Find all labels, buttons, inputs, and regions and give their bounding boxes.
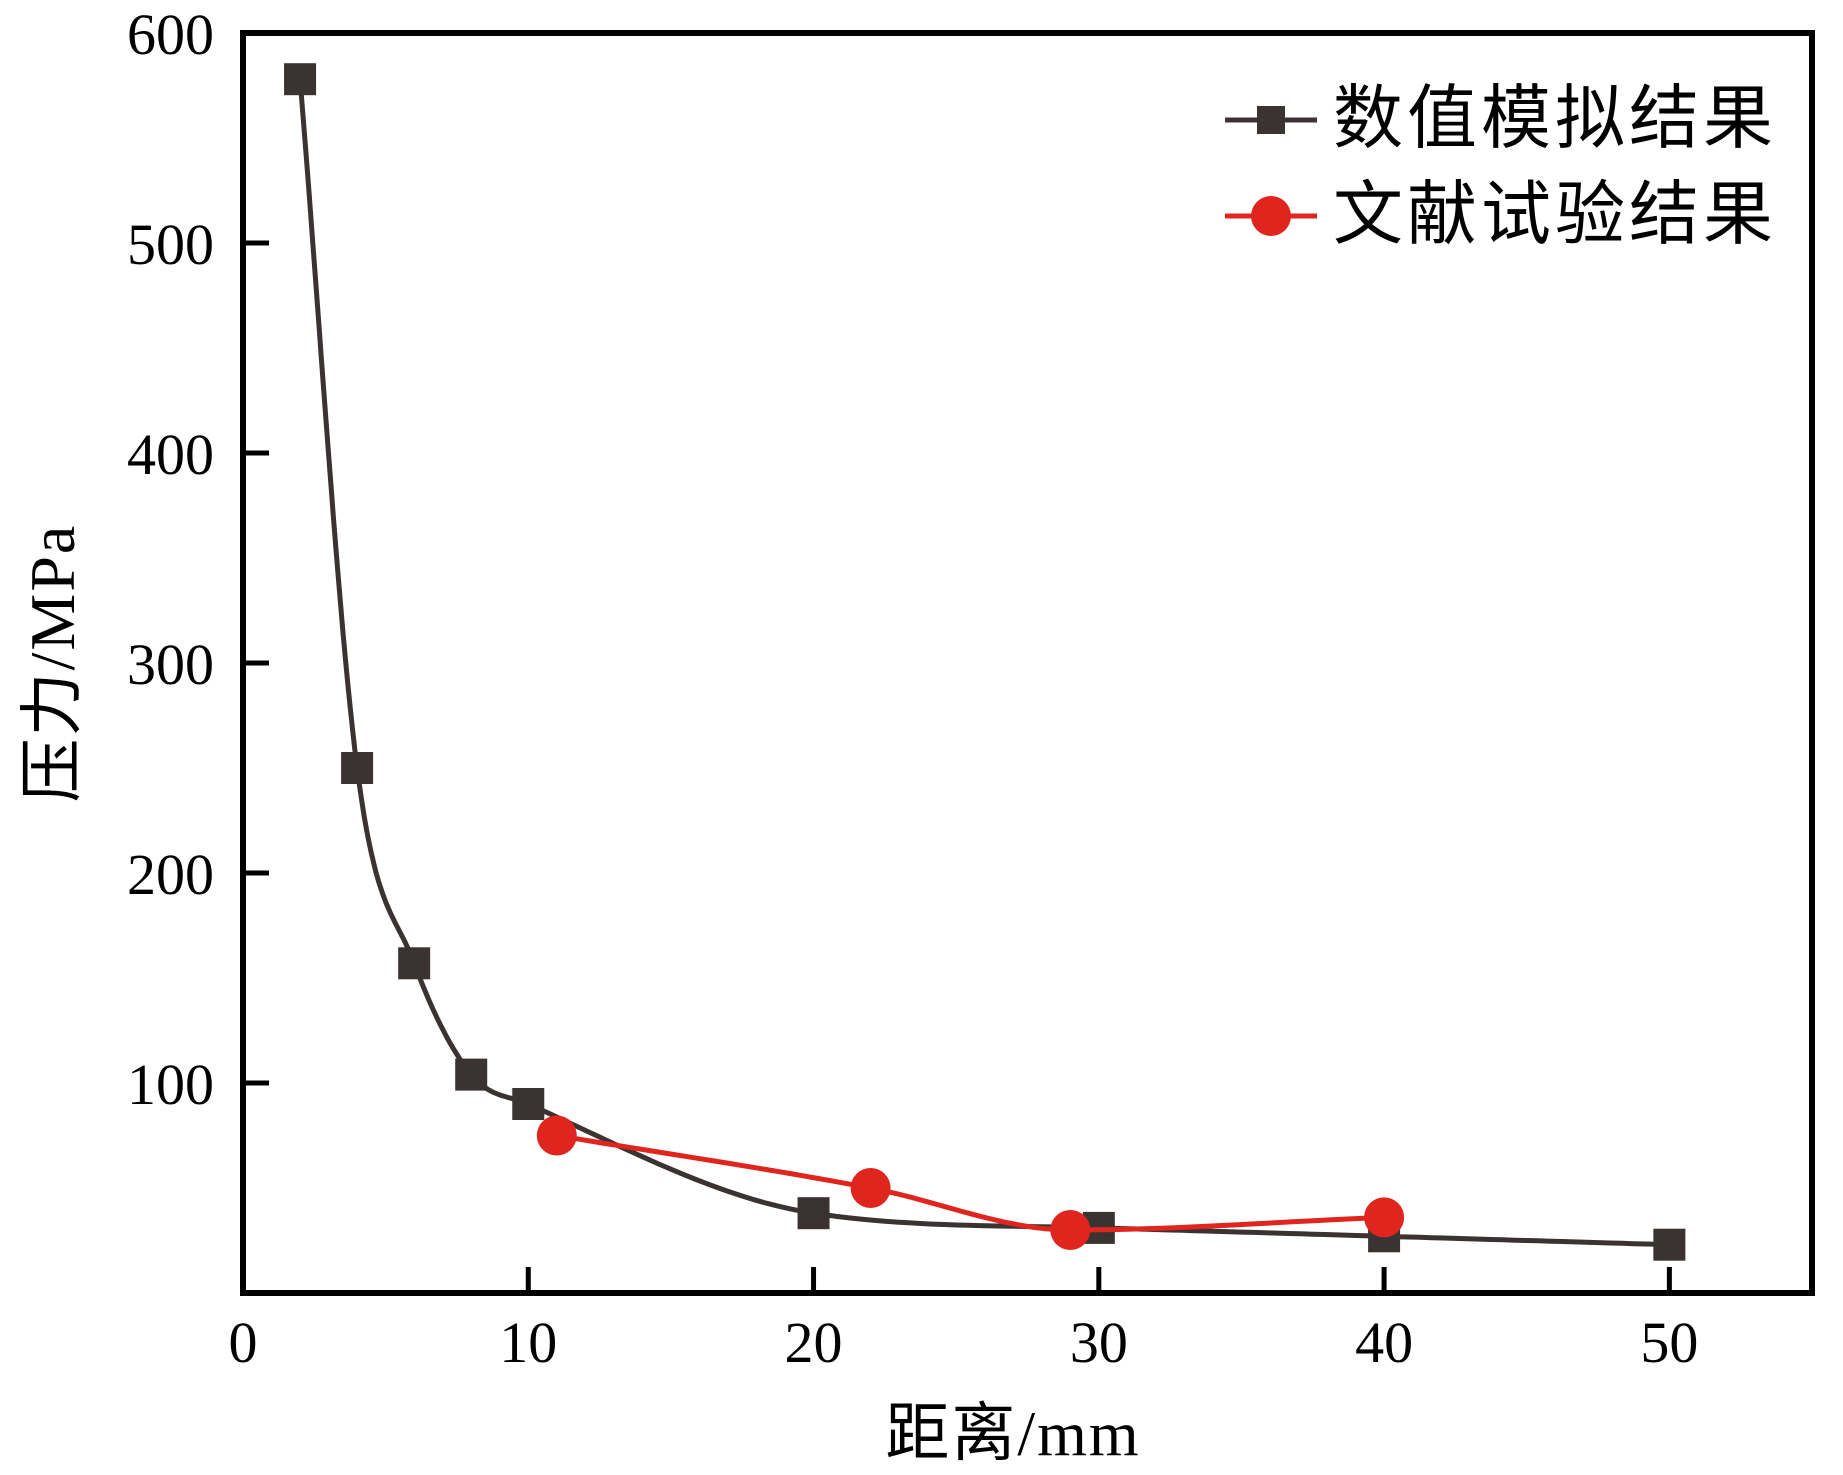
legend-label-experiment: 文献试验结果 [1333,177,1777,254]
data-point-square [797,1197,830,1230]
data-point-square [1653,1228,1686,1261]
data-point-square [284,63,317,96]
series-line-1 [554,1133,1387,1233]
data-point-circle [1050,1210,1091,1250]
y-tick-label: 100 [127,1052,214,1117]
data-point-circle [1364,1197,1405,1238]
y-tick-label: 200 [127,842,214,907]
data-point-circle [536,1115,577,1156]
x-tick-label: 30 [1070,1310,1128,1375]
y-tick-label: 600 [127,2,214,67]
y-tick-label: 500 [127,212,214,277]
y-tick-label: 400 [127,422,214,487]
x-tick-label: 20 [785,1310,843,1375]
legend: 数值模拟结果 文献试验结果 [1223,74,1777,262]
data-point-square [455,1058,488,1091]
x-tick-label: 0 [229,1310,258,1375]
data-point-square [341,752,374,784]
x-tick-label: 10 [499,1310,557,1375]
x-tick-label: 50 [1640,1310,1698,1375]
data-point-square [398,947,431,980]
legend-square-marker-icon [1225,106,1317,134]
x-tick-label: 40 [1355,1310,1413,1375]
legend-item-experiment: 文献试验结果 [1223,170,1777,262]
x-axis-title: 距离/mm [885,1398,1141,1469]
legend-circle-marker-icon [1225,196,1317,236]
y-tick-label: 300 [127,632,214,697]
data-point-square [512,1088,545,1120]
y-axis-title: 压力/MPa [17,523,88,803]
data-point-circle [850,1168,891,1208]
legend-label-simulation: 数值模拟结果 [1333,81,1777,158]
legend-item-simulation: 数值模拟结果 [1223,74,1777,166]
